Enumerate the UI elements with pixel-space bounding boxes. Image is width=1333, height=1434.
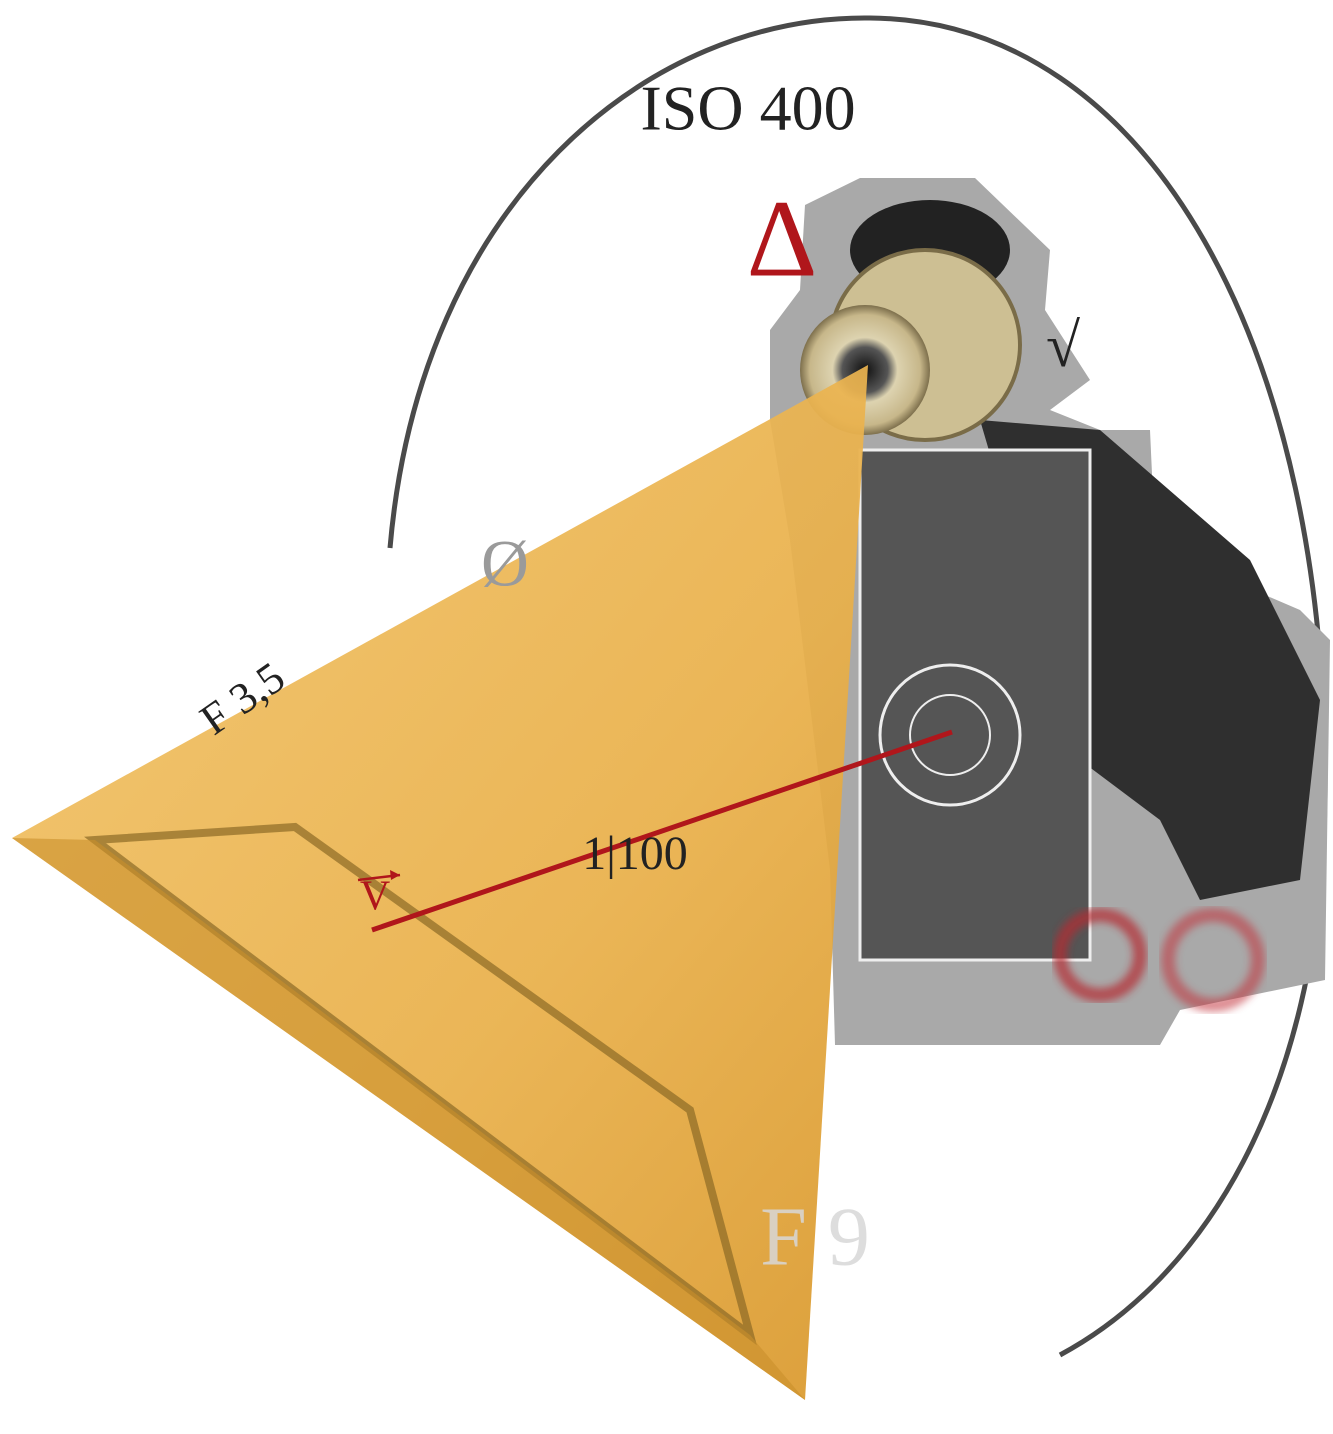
film-edge: [12, 838, 805, 1400]
blueprint-lens: [878, 663, 1022, 807]
shutter-label: 1|100: [582, 827, 688, 880]
aperture-closed-label: F 9: [760, 1190, 870, 1283]
delta-symbol: Δ: [747, 177, 818, 299]
iso-label: ISO 400: [640, 73, 855, 144]
empty-symbol: Ø: [481, 527, 529, 600]
blueprint-lens-inner: [909, 694, 991, 776]
vector-arrowhead: [390, 870, 400, 880]
red-ring: [1053, 908, 1147, 1002]
orbit-arc: [387, 15, 1328, 1358]
film-strip: [84, 822, 757, 1346]
red-ring: [1161, 908, 1265, 1012]
vector-label: V: [360, 874, 390, 920]
vector-line: [371, 729, 953, 933]
root-symbol: √: [1046, 312, 1080, 380]
light-triangle: [12, 365, 868, 1400]
